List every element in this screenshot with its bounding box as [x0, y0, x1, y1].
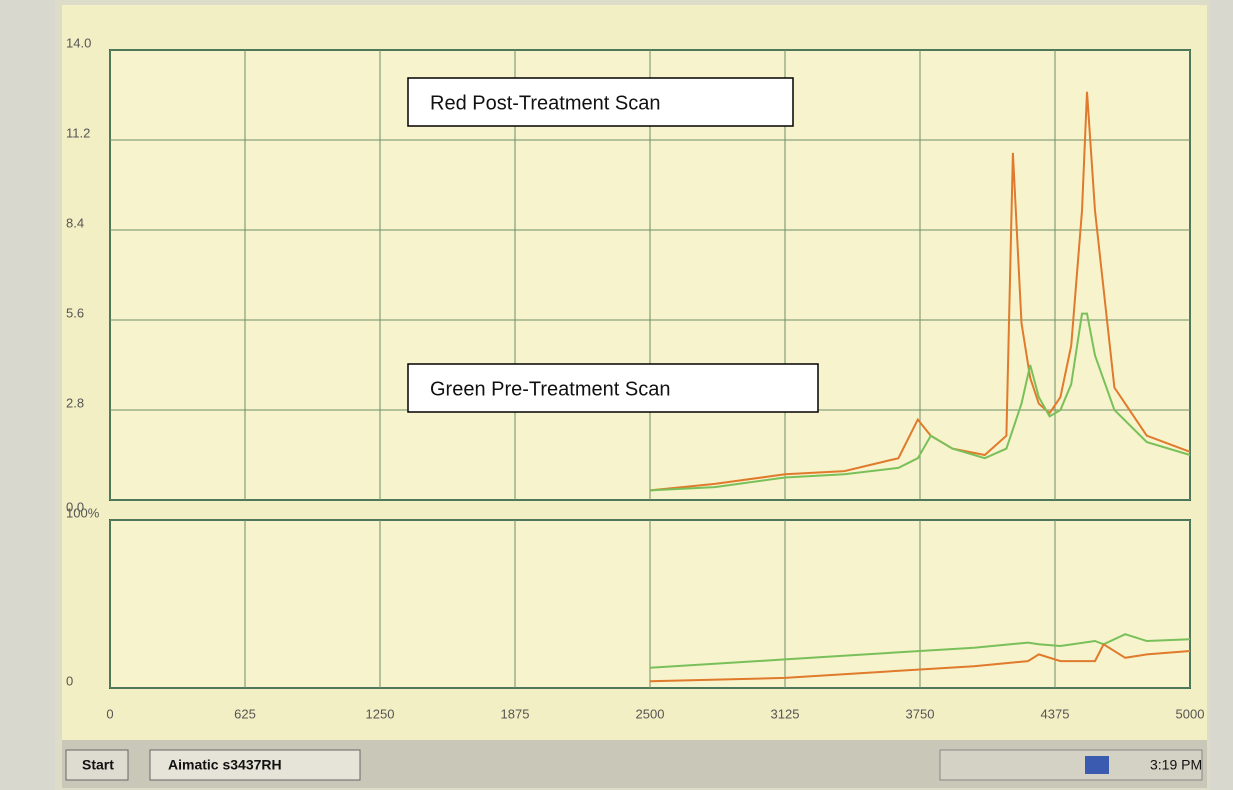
- y-tick-label: 14.0: [66, 35, 91, 50]
- x-tick-label: 1875: [501, 706, 530, 721]
- y-tick-label: 5.6: [66, 305, 84, 320]
- x-tick-label: 625: [234, 706, 256, 721]
- task-label[interactable]: Aimatic s3437RH: [168, 757, 282, 773]
- annotation: Red Post-Treatment Scan: [430, 92, 660, 114]
- x-tick-label: 0: [106, 706, 113, 721]
- x-tick-label: 4375: [1041, 706, 1070, 721]
- x-tick-label: 3750: [906, 706, 935, 721]
- annotation: Green Pre-Treatment Scan: [430, 378, 670, 400]
- y-tick-label: 2.8: [66, 395, 84, 410]
- y-tick-label: 8.4: [66, 215, 84, 230]
- y-tick-label: 0: [66, 673, 73, 688]
- tray-icon[interactable]: [1085, 756, 1109, 774]
- x-tick-label: 5000: [1176, 706, 1205, 721]
- y-tick-label: 11.2: [66, 125, 90, 140]
- clock: 3:19 PM: [1150, 757, 1202, 773]
- page: {"chart_data": [ {"type": "line", "annot…: [0, 0, 1233, 790]
- start-label[interactable]: Start: [82, 757, 114, 773]
- x-tick-label: 1250: [366, 706, 395, 721]
- x-tick-label: 3125: [771, 706, 800, 721]
- x-tick-label: 2500: [636, 706, 665, 721]
- y-tick-label: 100%: [66, 505, 100, 520]
- screen: Start Aimatic s3437RH 3:19 PM 0.02.85.68…: [0, 0, 1233, 790]
